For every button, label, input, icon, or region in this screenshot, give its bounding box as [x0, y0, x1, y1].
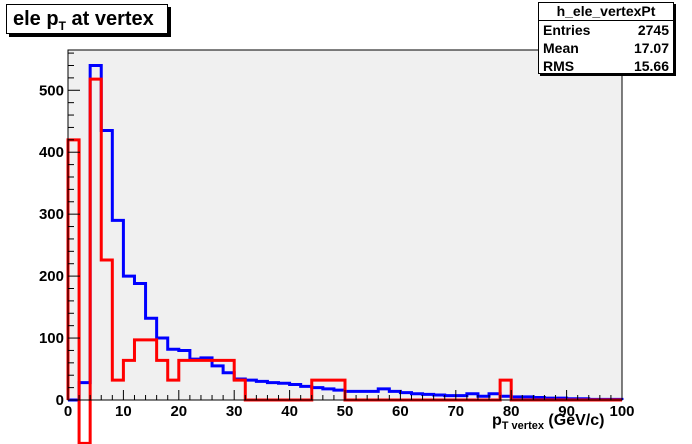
x-tick-label: 60	[392, 403, 409, 420]
stats-value: 2745	[637, 22, 669, 38]
x-tick-label: 80	[503, 403, 520, 420]
x-tick-label: 0	[64, 403, 72, 420]
stats-row-mean: Mean 17.07	[539, 39, 673, 57]
stats-label: Entries	[543, 22, 591, 38]
axis-layer: 0 10 20 30 40 50 60 70 80 90 100 0 100 200 300 400 500	[39, 50, 635, 420]
x-tick-label: 100	[609, 403, 634, 420]
stats-row-rms: RMS 15.66	[539, 57, 673, 75]
x-tick-label: 10	[115, 403, 132, 420]
x-tick-label: 70	[447, 403, 464, 420]
x-tick-label: 90	[558, 403, 575, 420]
x-tick-label: 50	[337, 403, 354, 420]
y-tick-label: 200	[39, 268, 64, 285]
stats-value: 17.07	[633, 40, 669, 56]
x-tick-label: 40	[281, 403, 298, 420]
x-axis-label: pT vertex (GeV/c)	[492, 412, 605, 433]
x-tick-label: 30	[226, 403, 243, 420]
y-tick-label: 300	[39, 206, 64, 223]
stats-label: RMS	[543, 58, 575, 74]
plot-frame	[67, 49, 623, 401]
y-tick-label: 100	[39, 330, 64, 347]
stats-value: 15.66	[633, 58, 669, 74]
y-tick-label: 0	[56, 392, 64, 409]
x-tick-label: 20	[170, 403, 187, 420]
histogram-title: ele pT at vertex	[6, 4, 168, 34]
stats-histogram-name: h_ele_vertexPt	[539, 3, 673, 21]
y-tick-label: 400	[39, 144, 64, 161]
stats-box: h_ele_vertexPt Entries 2745 Mean 17.07 R…	[538, 2, 674, 74]
y-tick-label: 500	[39, 82, 64, 99]
stats-row-entries: Entries 2745	[539, 21, 673, 39]
stats-label: Mean	[543, 40, 579, 56]
